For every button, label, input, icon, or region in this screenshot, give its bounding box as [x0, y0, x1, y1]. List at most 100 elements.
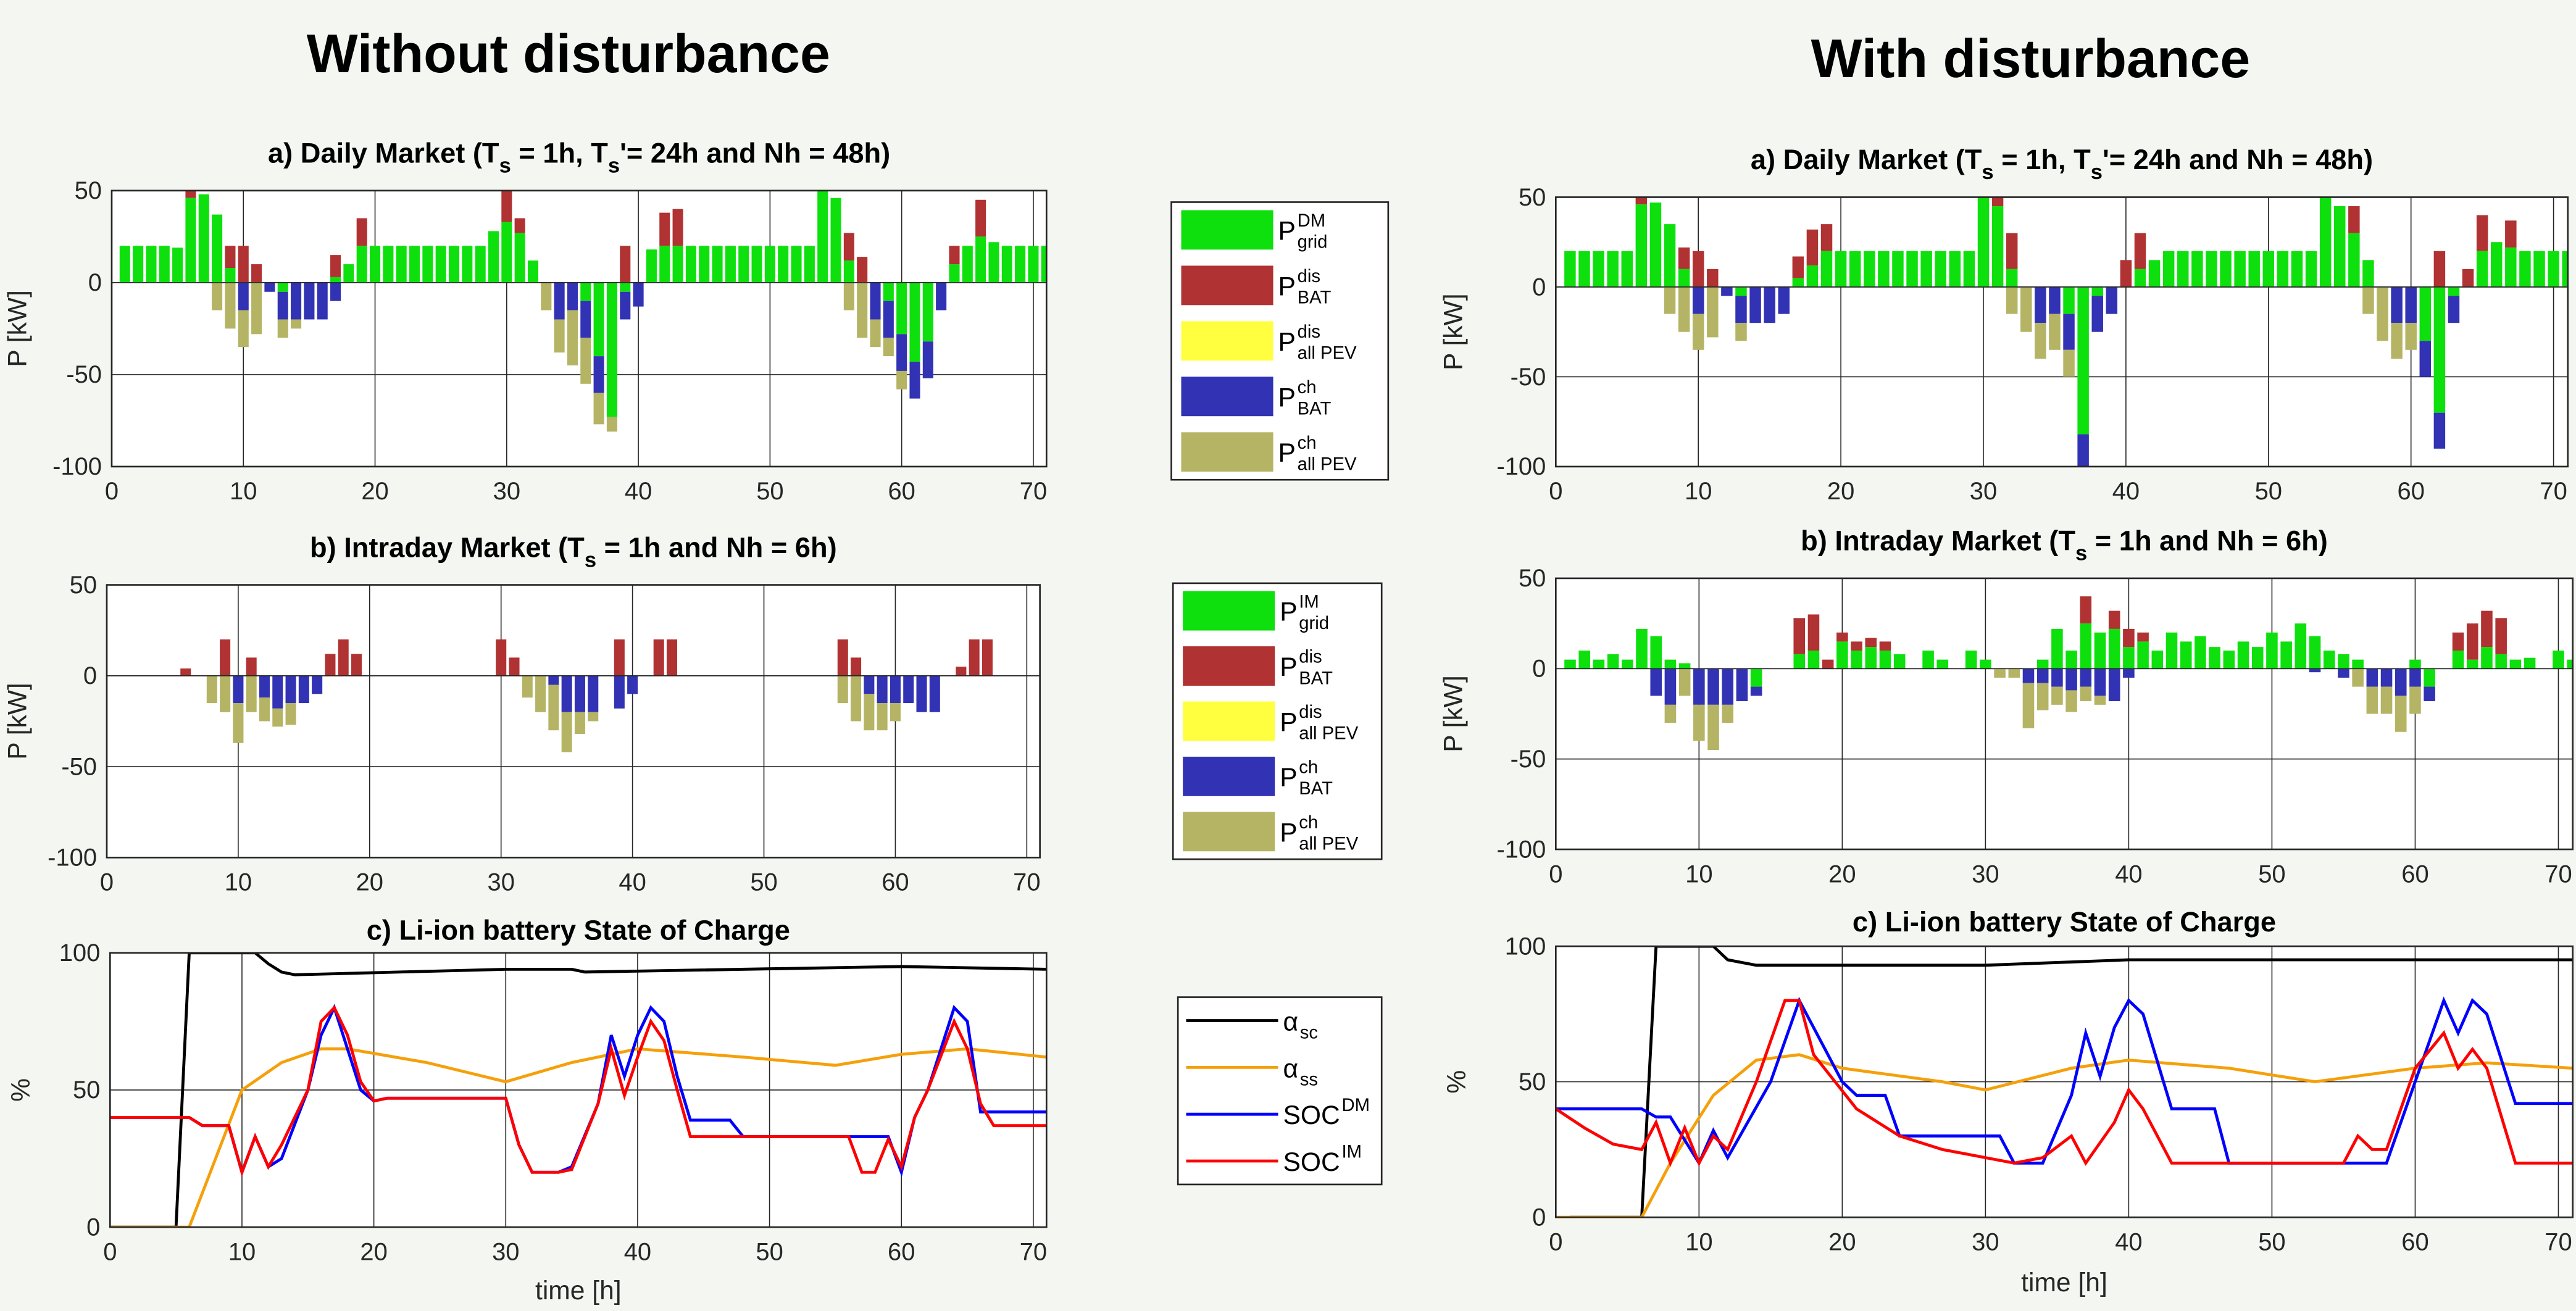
bar [2049, 286, 2061, 314]
legend-swatch [1181, 321, 1273, 361]
bar [2036, 668, 2049, 683]
y-axis-label: % [6, 1078, 36, 1102]
bar [2091, 286, 2103, 296]
x-tick-label: 60 [888, 1238, 915, 1265]
title-part: s [585, 548, 596, 572]
legend-label: SOC [1283, 1101, 1340, 1130]
bar [2338, 668, 2349, 678]
plot-content [106, 585, 1040, 858]
x-tick-label: 30 [1972, 860, 1999, 888]
bar [561, 675, 572, 712]
bar [1836, 641, 1848, 669]
bar [220, 675, 231, 712]
bar [1621, 251, 1633, 287]
bar [1879, 651, 1891, 669]
bar [554, 282, 565, 320]
x-tick-label: 50 [756, 478, 783, 505]
bar [2148, 260, 2161, 287]
bar [883, 338, 894, 357]
bar [962, 246, 973, 283]
bar [1028, 246, 1039, 283]
legend-label: P [1278, 272, 1296, 301]
plot-content [1556, 197, 2568, 467]
bar [2108, 628, 2120, 669]
bar [1879, 641, 1891, 651]
bar [548, 675, 559, 685]
bar [1865, 638, 1877, 647]
bar [1878, 251, 1890, 287]
bar [2409, 686, 2421, 714]
bar [2491, 242, 2503, 287]
bar [2352, 668, 2364, 687]
bar [751, 246, 762, 283]
legend-sub: ss [1300, 1070, 1318, 1090]
bar [851, 657, 862, 676]
bar [233, 675, 244, 704]
bar [2391, 286, 2403, 323]
bar [567, 310, 578, 366]
bar [501, 190, 512, 222]
bar [2466, 659, 2478, 669]
bar [883, 282, 894, 301]
bar [2108, 668, 2120, 701]
bar [304, 282, 315, 320]
bar [1664, 659, 1677, 669]
bar [2051, 686, 2063, 705]
bar [238, 310, 249, 348]
legend-sup: ch [1298, 378, 1317, 397]
bar [1678, 268, 1690, 287]
x-tick-label: 50 [2255, 478, 2282, 505]
bar [2348, 206, 2360, 233]
legend-sub: sc [1300, 1023, 1318, 1043]
bar [588, 712, 599, 722]
bar [2495, 654, 2507, 669]
bar [627, 675, 638, 694]
legend-sup: ch [1299, 813, 1318, 833]
y-axis-label: % [1442, 1070, 1472, 1094]
x-tick-label: 20 [1828, 1228, 1856, 1255]
bar [988, 242, 999, 283]
bar [2424, 686, 2435, 701]
x-tick-label: 20 [1828, 860, 1856, 888]
x-tick-label: 40 [624, 1238, 651, 1265]
x-tick-label: 70 [1020, 478, 1047, 505]
bar [2091, 296, 2103, 332]
bar [864, 675, 875, 694]
bar [272, 675, 283, 709]
bar [2049, 314, 2061, 350]
x-tick-label: 20 [356, 869, 383, 896]
bar [2191, 251, 2203, 287]
bar [1750, 668, 1762, 687]
legend-label: P [1280, 597, 1297, 627]
bar [2348, 233, 2360, 287]
bar [1693, 668, 1705, 705]
bar [567, 282, 578, 310]
bar [2051, 628, 2063, 669]
bar [896, 370, 907, 389]
legend-swatch [1183, 701, 1275, 741]
bar [291, 282, 302, 320]
bar [2022, 668, 2035, 683]
y-tick-label: -100 [1496, 453, 1546, 480]
bar [1749, 286, 1761, 323]
y-tick-label: 50 [75, 177, 102, 204]
bar [843, 260, 854, 283]
x-tick-label: 60 [2401, 860, 2428, 888]
x-tick-label: 70 [2540, 478, 2567, 505]
x-tick-label: 10 [1685, 860, 1712, 888]
bar [1721, 286, 1733, 296]
x-tick-label: 40 [2112, 478, 2140, 505]
legend-sub: grid [1298, 233, 1328, 252]
bar [522, 675, 533, 698]
bar [2177, 251, 2189, 287]
x-tick-label: 40 [619, 869, 646, 896]
bar [791, 246, 802, 283]
bar [2448, 296, 2460, 323]
bar [580, 338, 591, 384]
plot-content [111, 190, 1047, 467]
bar [2524, 657, 2536, 669]
bar [172, 248, 183, 283]
title-part: a) Daily Market (T [268, 138, 499, 169]
bar [2080, 668, 2092, 687]
bar [2280, 641, 2292, 669]
